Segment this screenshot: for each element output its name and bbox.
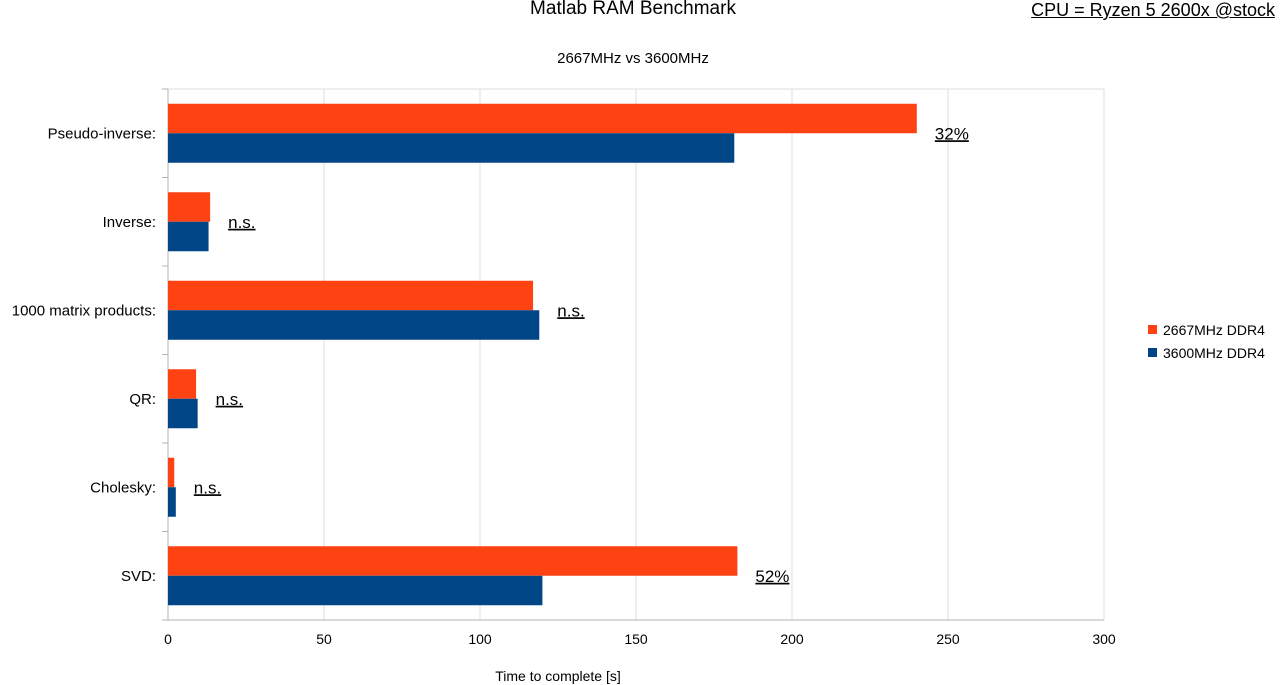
legend-label-3600: 3600MHz DDR4 [1163,344,1265,361]
significance-label: n.s. [228,213,255,232]
bar-2667 [168,369,197,399]
legend-item-2667: 2667MHz DDR4 [1148,318,1265,341]
category-label: Inverse: [103,214,156,231]
bar-2667 [168,457,175,488]
legend-swatch-3600 [1148,348,1157,357]
significance-label: n.s. [194,478,221,497]
legend-item-3600: 3600MHz DDR4 [1148,341,1265,364]
category-label: SVD: [121,568,156,585]
category-label: Cholesky: [90,479,156,496]
significance-label: 52% [755,567,789,586]
bar-3600 [168,487,176,517]
significance-label: n.s. [216,390,243,409]
chart-title: Matlab RAM Benchmark [530,0,736,19]
legend: 2667MHz DDR4 3600MHz DDR4 [1148,318,1265,364]
bar-3600 [168,221,209,252]
significance-label: 32% [935,124,969,143]
legend-label-2667: 2667MHz DDR4 [1163,321,1265,338]
bar-2667 [168,280,534,311]
x-tick-label: 300 [1092,631,1116,647]
significance-label: n.s. [557,301,584,320]
bar-3600 [168,133,735,163]
cpu-note: CPU = Ryzen 5 2600x @stock [1031,0,1275,20]
x-tick-label: 0 [164,631,172,647]
x-tick-label: 50 [316,631,332,647]
x-tick-label: 150 [624,631,648,647]
category-label: QR: [129,391,156,408]
bar-2667 [168,546,738,576]
bar-3600 [168,398,198,429]
bar-2667 [168,103,917,134]
x-axis-label: Time to complete [s] [495,668,621,684]
x-tick-label: 100 [468,631,492,647]
chart-subtitle: 2667MHz vs 3600MHz [557,50,709,67]
bar-3600 [168,310,540,340]
category-label: Pseudo-inverse: [48,125,156,142]
x-tick-label: 200 [780,631,804,647]
bar-3600 [168,575,543,606]
legend-swatch-2667 [1148,325,1157,334]
bar-2667 [168,192,211,222]
category-label: 1000 matrix products: [12,302,156,319]
x-tick-label: 250 [936,631,960,647]
